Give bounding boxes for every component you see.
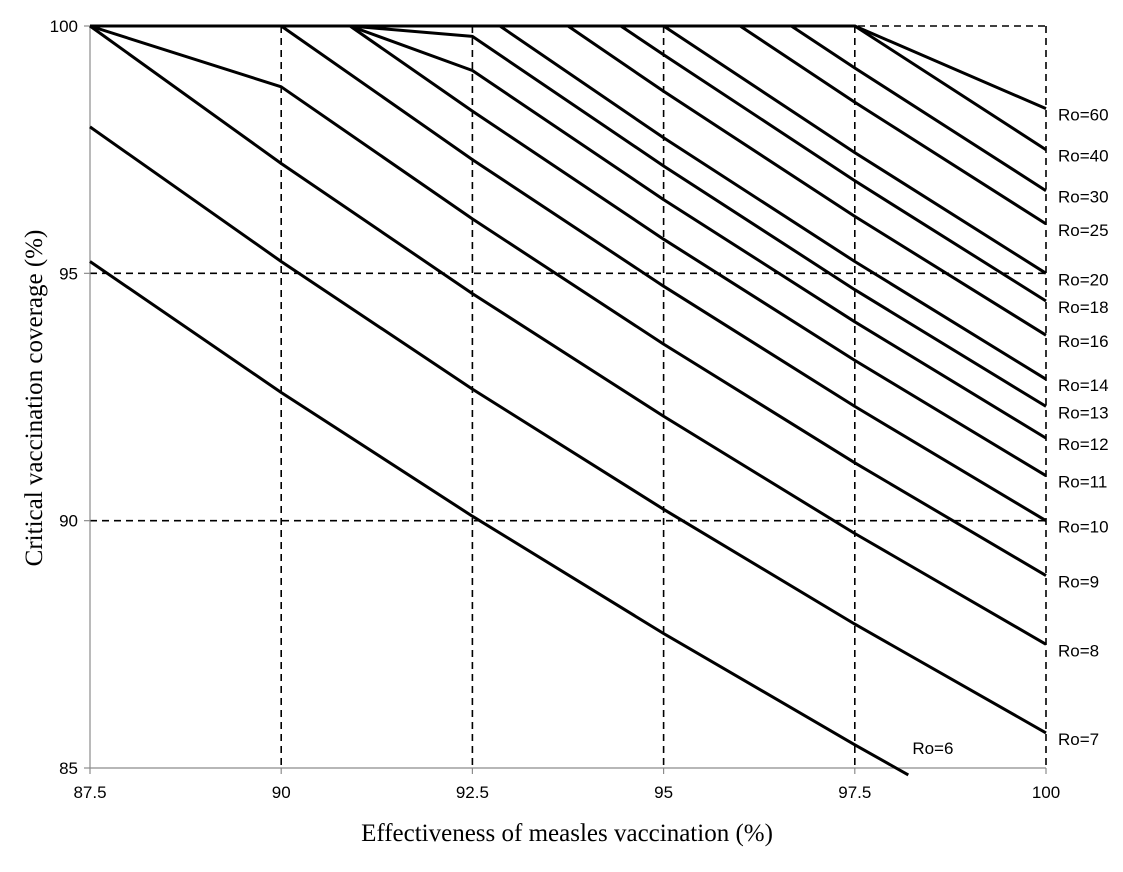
series-label: Ro=6 — [912, 739, 953, 758]
grid-lines — [90, 25, 1047, 768]
series-line-ro-6 — [89, 260, 910, 777]
series-line-ro-20 — [90, 24, 1047, 275]
series-label: Ro=20 — [1058, 270, 1109, 289]
series-label: Ro=8 — [1058, 641, 1099, 660]
series-label: Ro=13 — [1058, 403, 1109, 422]
x-axis-title: Effectiveness of measles vaccination (%) — [361, 820, 773, 847]
y-axis-title: Critical vaccination coverage (%) — [21, 230, 48, 567]
series-label: Ro=12 — [1058, 435, 1109, 454]
series-line-ro-8 — [89, 24, 1047, 646]
series-labels: Ro=6 Ro=7 Ro=8 Ro=9 Ro=10 Ro=11 Ro=12 Ro=13 Ro=1… — [912, 106, 1108, 758]
axes — [89, 26, 1046, 769]
series-lines — [89, 24, 1047, 777]
series-line-ro-9 — [89, 24, 1047, 577]
series-line-ro-18 — [90, 24, 1047, 303]
series-line-ro-7 — [89, 125, 1047, 735]
series-label: Ro=7 — [1058, 730, 1099, 749]
series-label: Ro=14 — [1058, 376, 1109, 395]
y-tick-label: 100 — [50, 17, 78, 36]
series-label: Ro=16 — [1058, 332, 1109, 351]
series-line-ro-11 — [90, 24, 1047, 477]
series-label: Ro=9 — [1058, 573, 1099, 592]
series-label: Ro=11 — [1058, 473, 1107, 492]
series-label: Ro=40 — [1058, 147, 1109, 166]
x-tick-label: 100 — [1032, 783, 1060, 802]
x-tick-label: 90 — [272, 783, 291, 802]
y-axis-ticks: 85 90 95 100 — [50, 17, 90, 778]
series-line-ro-14 — [90, 24, 1047, 381]
x-tick-label: 87.5 — [73, 783, 106, 802]
x-tick-label: 97.5 — [838, 783, 871, 802]
series-label: Ro=60 — [1058, 106, 1109, 125]
x-axis-ticks: 87.5 90 92.5 95 97.5 100 — [73, 768, 1060, 802]
series-label: Ro=18 — [1058, 298, 1109, 317]
y-tick-label: 90 — [59, 512, 78, 531]
series-line-ro-30 — [90, 24, 1047, 192]
series-line-ro-12 — [90, 24, 1047, 440]
series-label: Ro=30 — [1058, 188, 1109, 207]
series-label: Ro=10 — [1058, 518, 1109, 537]
y-tick-label: 85 — [59, 759, 78, 778]
x-tick-label: 92.5 — [456, 783, 489, 802]
series-line-ro-60 — [90, 24, 1047, 110]
x-tick-label: 95 — [654, 783, 673, 802]
y-tick-label: 95 — [59, 264, 78, 283]
series-label: Ro=25 — [1058, 221, 1109, 240]
